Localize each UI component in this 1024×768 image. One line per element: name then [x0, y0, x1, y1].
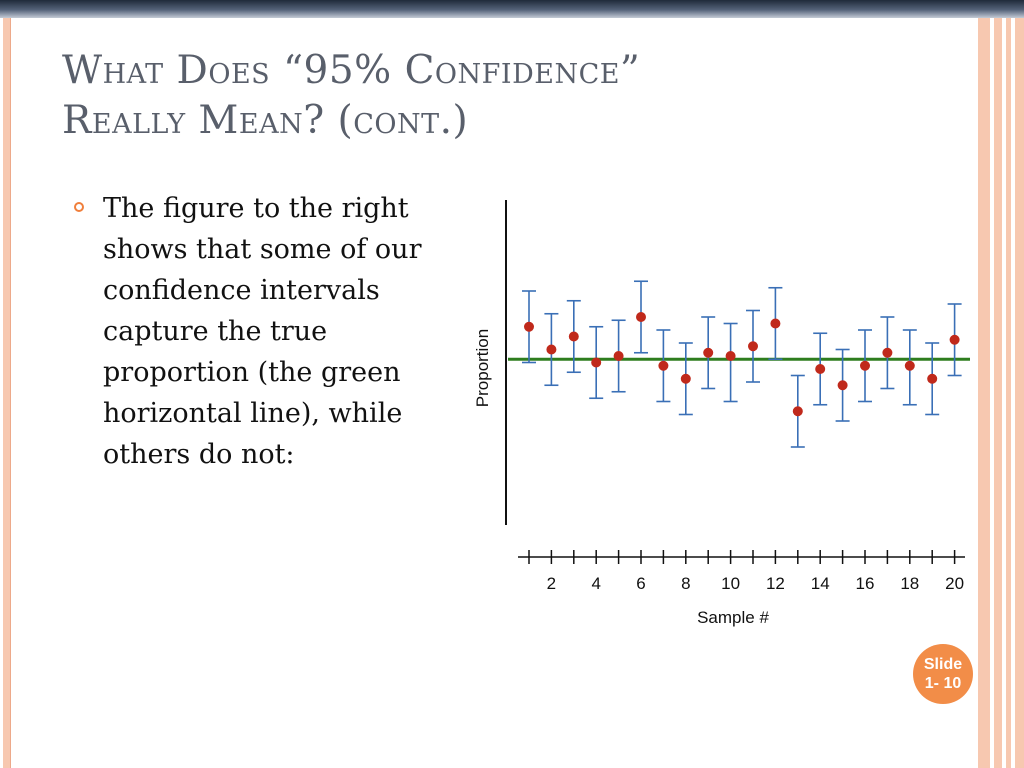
point-layer [524, 312, 960, 417]
left-decorative-stripe [3, 18, 11, 768]
estimate-point-11 [748, 341, 758, 352]
estimate-point-5 [613, 351, 624, 361]
estimate-point-6 [636, 312, 646, 322]
bullet-circle-icon [74, 202, 84, 212]
estimate-point-2 [546, 344, 557, 355]
estimate-point-8 [680, 373, 691, 384]
x-tick-label: 2 [547, 574, 556, 593]
x-tick-label: 6 [636, 574, 645, 593]
slide-badge-line-2: 1- 10 [924, 675, 962, 692]
slide-title: What Does “95% Confidence” Really Mean? … [62, 46, 822, 146]
right-decorative-stripes [978, 18, 1024, 768]
x-tick-label: 8 [681, 574, 690, 593]
x-axis: 2 4 6 8 10 12 14 16 18 20 [518, 550, 965, 593]
x-tick-label: 18 [900, 574, 919, 593]
x-tick-label: 12 [766, 574, 785, 593]
x-tick-label: 14 [811, 574, 830, 593]
x-tick-label: 20 [945, 574, 964, 593]
estimate-point-3 [568, 331, 579, 342]
x-axis-label: Sample # [697, 608, 769, 627]
x-tick-label: 10 [721, 574, 740, 593]
estimate-point-10 [725, 351, 736, 361]
estimate-point-13 [792, 406, 803, 417]
estimate-point-14 [815, 364, 826, 374]
interval-layer [522, 280, 962, 448]
confidence-interval-chart: 2 4 6 8 10 12 14 16 18 20 Proportion Sample # [473, 200, 970, 627]
slide-title-line-2: Really Mean? (cont.) [62, 98, 469, 143]
x-tick-label: 4 [591, 574, 600, 593]
estimate-point-17 [882, 347, 893, 358]
confidence-interval-10 [723, 322, 738, 403]
slide-badge-line-1: Slide [923, 656, 963, 673]
slide-title-line-1: What Does “95% Confidence” [62, 48, 641, 93]
estimate-point-16 [860, 360, 870, 371]
x-tick-label: 16 [856, 574, 875, 593]
top-header-bar [0, 0, 1024, 18]
estimate-point-12 [770, 318, 781, 329]
estimate-point-9 [703, 347, 714, 358]
estimate-point-18 [904, 360, 915, 371]
estimate-point-1 [524, 321, 534, 332]
estimate-point-20 [949, 334, 960, 345]
y-axis-label: Proportion [473, 329, 492, 407]
slide-number-badge: Slide 1- 10 [913, 644, 973, 704]
estimate-point-7 [658, 360, 669, 371]
estimate-point-15 [837, 380, 848, 391]
estimate-point-19 [927, 373, 938, 384]
estimate-point-4 [591, 357, 602, 368]
bullet-text: The figure to the right shows that some … [103, 193, 422, 470]
